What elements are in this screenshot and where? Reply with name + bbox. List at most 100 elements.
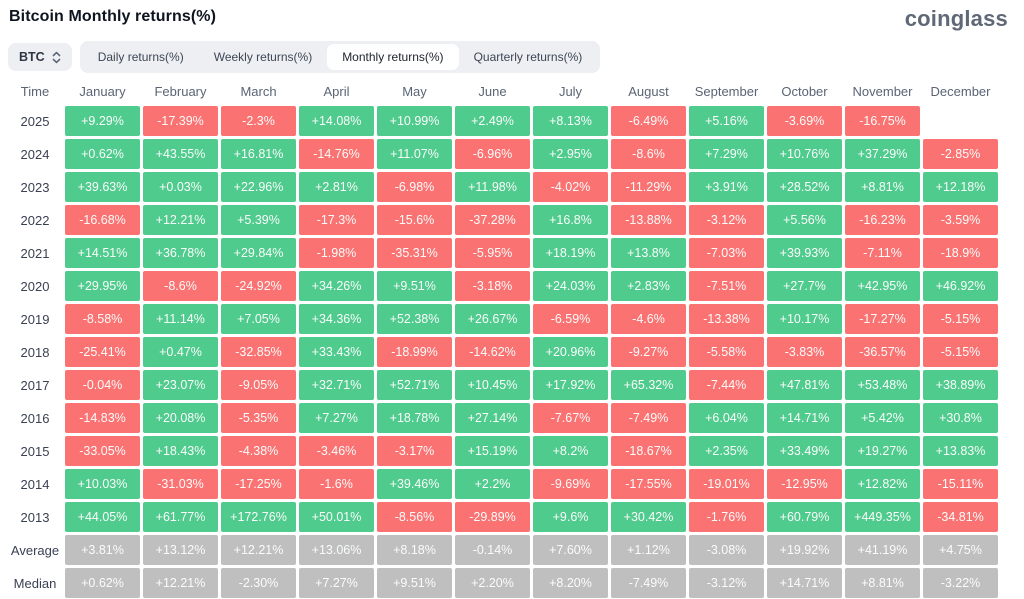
return-cell: +0.62% [65, 139, 140, 169]
return-cell: +42.95% [845, 271, 920, 301]
return-cell: -14.76% [299, 139, 374, 169]
tab-daily-returns[interactable]: Daily returns(%) [97, 50, 184, 64]
return-cell: -4.02% [533, 172, 608, 202]
return-cell: -17.3% [299, 205, 374, 235]
return-cell: -1.98% [299, 238, 374, 268]
return-cell: +44.05% [65, 502, 140, 532]
return-cell: +38.89% [923, 370, 998, 400]
return-cell: +8.20% [533, 568, 608, 598]
return-cell: -6.59% [533, 304, 608, 334]
return-cell: -2.30% [221, 568, 296, 598]
return-cell: +8.81% [845, 172, 920, 202]
return-cell: +19.92% [767, 535, 842, 565]
tab-monthly-returns[interactable]: Monthly returns(%) [327, 44, 459, 70]
return-cell: +3.81% [65, 535, 140, 565]
return-cell: +10.17% [767, 304, 842, 334]
return-cell: -1.6% [299, 469, 374, 499]
return-cell: +13.8% [611, 238, 686, 268]
return-cell: +10.03% [65, 469, 140, 499]
return-cell: +7.27% [299, 403, 374, 433]
return-cell: +13.12% [143, 535, 218, 565]
tab-quarterly-returns[interactable]: Quarterly returns(%) [473, 50, 583, 64]
return-cell: +26.67% [455, 304, 530, 334]
return-cell: +37.29% [845, 139, 920, 169]
return-cell: -7.51% [689, 271, 764, 301]
return-cell: -12.95% [767, 469, 842, 499]
row-label-2024: 2024 [20, 146, 50, 162]
return-cell: +34.36% [299, 304, 374, 334]
return-cell: +46.92% [923, 271, 998, 301]
return-cell: +52.71% [377, 370, 452, 400]
return-cell: -7.11% [845, 238, 920, 268]
return-cell: -8.6% [611, 139, 686, 169]
return-cell [923, 106, 998, 136]
return-cell: +7.60% [533, 535, 608, 565]
return-cell: +7.27% [299, 568, 374, 598]
return-cell: +6.04% [689, 403, 764, 433]
return-cell: -16.75% [845, 106, 920, 136]
return-cell: -4.38% [221, 436, 296, 466]
return-cell: -0.04% [65, 370, 140, 400]
return-cell: -18.99% [377, 337, 452, 367]
month-header-november: November [852, 83, 913, 99]
month-header-october: October [781, 83, 828, 99]
return-cell: -2.85% [923, 139, 998, 169]
tab-weekly-returns[interactable]: Weekly returns(%) [213, 50, 313, 64]
return-cell: -4.6% [611, 304, 686, 334]
return-cell: +53.48% [845, 370, 920, 400]
return-cell: +11.98% [455, 172, 530, 202]
row-label-2022: 2022 [20, 212, 50, 228]
returns-tabgroup: Daily returns(%) Weekly returns(%) Monthly… [79, 41, 601, 73]
return-cell: -5.58% [689, 337, 764, 367]
return-cell: -0.14% [455, 535, 530, 565]
return-cell: -7.03% [689, 238, 764, 268]
return-cell: +29.95% [65, 271, 140, 301]
return-cell: +30.42% [611, 502, 686, 532]
return-cell: +12.18% [923, 172, 998, 202]
month-header-december: December [930, 83, 991, 99]
return-cell: -17.55% [611, 469, 686, 499]
return-cell: -18.9% [923, 238, 998, 268]
return-cell: -25.41% [65, 337, 140, 367]
return-cell: +5.16% [689, 106, 764, 136]
month-header-september: September [694, 83, 759, 99]
return-cell: -35.31% [377, 238, 452, 268]
return-cell: +52.38% [377, 304, 452, 334]
return-cell: +20.08% [143, 403, 218, 433]
return-cell: +14.71% [767, 568, 842, 598]
return-cell: -5.15% [923, 304, 998, 334]
month-header-july: July [558, 83, 583, 99]
return-cell: +12.82% [845, 469, 920, 499]
return-cell: +2.81% [299, 172, 374, 202]
return-cell: -2.3% [221, 106, 296, 136]
return-cell: +19.27% [845, 436, 920, 466]
return-cell: -3.46% [299, 436, 374, 466]
return-cell: +20.96% [533, 337, 608, 367]
row-label-2013: 2013 [20, 509, 50, 525]
return-cell: +9.51% [377, 568, 452, 598]
return-cell: +12.21% [143, 568, 218, 598]
return-cell: -3.08% [689, 535, 764, 565]
return-cell: +33.49% [767, 436, 842, 466]
return-cell: -7.67% [533, 403, 608, 433]
return-cell: -5.15% [923, 337, 998, 367]
return-cell: -33.05% [65, 436, 140, 466]
return-cell: +11.14% [143, 304, 218, 334]
symbol-select[interactable]: BTC [8, 43, 72, 71]
select-chevrons-icon [52, 51, 61, 64]
row-label-2017: 2017 [20, 377, 50, 393]
return-cell: +13.06% [299, 535, 374, 565]
return-cell: -8.6% [143, 271, 218, 301]
return-cell: -24.92% [221, 271, 296, 301]
time-header: Time [20, 83, 50, 99]
return-cell: +5.56% [767, 205, 842, 235]
return-cell: +27.7% [767, 271, 842, 301]
return-cell: +39.93% [767, 238, 842, 268]
return-cell: +172.76% [221, 502, 296, 532]
return-cell: -5.35% [221, 403, 296, 433]
return-cell: -15.6% [377, 205, 452, 235]
return-cell: +12.21% [221, 535, 296, 565]
return-cell: +5.39% [221, 205, 296, 235]
row-label-2020: 2020 [20, 278, 50, 294]
return-cell: -17.39% [143, 106, 218, 136]
